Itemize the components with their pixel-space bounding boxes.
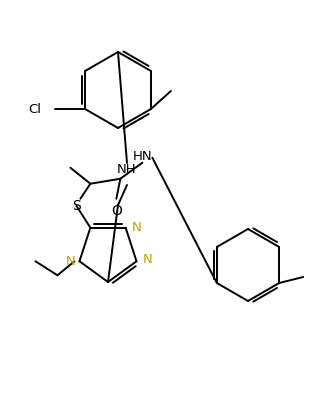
Text: Cl: Cl (28, 102, 41, 115)
Text: NH: NH (117, 163, 137, 176)
Text: O: O (111, 204, 122, 218)
Text: N: N (142, 253, 152, 266)
Text: HN: HN (133, 150, 152, 163)
Text: N: N (132, 221, 142, 234)
Text: S: S (72, 199, 81, 213)
Text: N: N (66, 255, 75, 268)
